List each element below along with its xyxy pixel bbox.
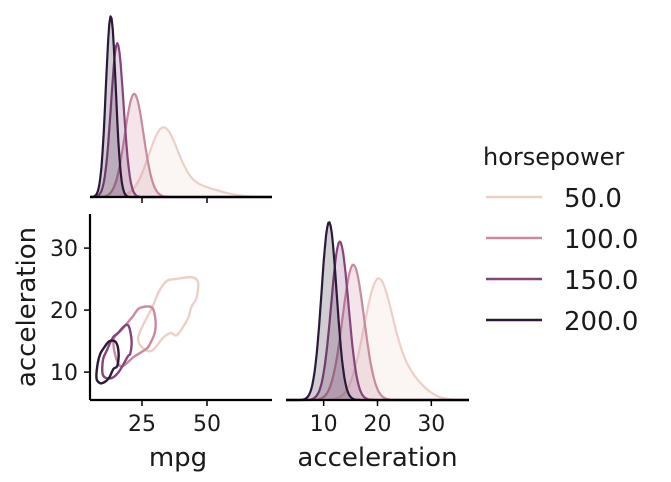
acceleration-density-area-50-0 — [286, 278, 469, 400]
scatter-y-axis-label: acceleration — [12, 227, 42, 387]
scatter-y-tick-label: 10 — [50, 361, 78, 386]
legend-label-200-0: 200.0 — [564, 307, 638, 337]
kde-contour-50-0 — [136, 275, 200, 353]
scatter-y-tick-label: 20 — [50, 299, 78, 324]
legend-label-150-0: 150.0 — [564, 266, 638, 296]
acceleration-density-x-tick-label: 10 — [310, 412, 338, 437]
legend-label-100-0: 100.0 — [564, 225, 638, 255]
legend-label-50-0: 50.0 — [564, 184, 622, 214]
mpg-density-area-100-0 — [90, 93, 272, 197]
legend-title: horsepower — [483, 143, 624, 171]
kde-contour-100-0 — [112, 305, 157, 368]
mpg-density-area-200-0 — [90, 16, 272, 198]
acceleration-density-x-axis-label: acceleration — [297, 443, 457, 473]
acceleration-density-panel — [286, 221, 469, 402]
acceleration-density-x-tick-label: 30 — [417, 412, 445, 437]
acceleration-density-area-200-0 — [286, 222, 469, 400]
scatter-x-tick-label: 50 — [193, 412, 221, 437]
scatter-x-tick-label: 25 — [128, 412, 156, 437]
kde-contour-200-0 — [95, 339, 120, 385]
legend-entries: 50.0 100.0 150.0 200.0 — [486, 184, 638, 337]
mpg-density-area-50-0 — [90, 127, 272, 197]
kde-contour-150-0 — [101, 323, 133, 380]
mpg-density-panel — [89, 15, 272, 199]
acceleration-density-area-150-0 — [286, 241, 469, 400]
mpg-density-area-150-0 — [90, 43, 272, 198]
mpg-acceleration-kde-panel — [95, 275, 200, 385]
scatter-x-axis-label: mpg — [149, 443, 207, 473]
axes-layer: 25 50 10 20 30 mpg acceleration 10 20 30 accelerat… — [12, 195, 469, 473]
legend: horsepower 50.0 100.0 150.0 200.0 — [483, 143, 638, 337]
scatter-y-tick-label: 30 — [50, 237, 78, 262]
acceleration-density-x-tick-label: 20 — [364, 412, 392, 437]
